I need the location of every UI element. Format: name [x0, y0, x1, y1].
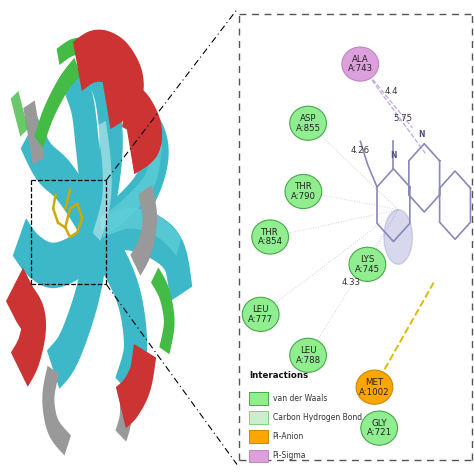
Text: MET
A:1002: MET A:1002 [359, 378, 390, 397]
Polygon shape [130, 185, 157, 276]
Polygon shape [13, 217, 102, 288]
Polygon shape [56, 38, 99, 65]
Polygon shape [34, 58, 80, 148]
Polygon shape [116, 344, 156, 428]
Ellipse shape [361, 411, 398, 445]
Text: ALA
A:743: ALA A:743 [347, 55, 373, 73]
Polygon shape [6, 268, 46, 387]
Text: LEU
A:788: LEU A:788 [295, 346, 321, 365]
Polygon shape [42, 365, 71, 456]
Text: N: N [419, 130, 425, 139]
FancyBboxPatch shape [249, 430, 268, 443]
Text: van der Waals: van der Waals [273, 394, 327, 403]
Polygon shape [116, 389, 132, 442]
Polygon shape [73, 30, 144, 129]
Text: GLY
A:721: GLY A:721 [366, 419, 392, 438]
FancyBboxPatch shape [249, 392, 268, 405]
Polygon shape [95, 205, 192, 301]
Text: LEU
A:777: LEU A:777 [248, 305, 273, 324]
Polygon shape [100, 208, 182, 255]
Text: LYS
A:745: LYS A:745 [355, 255, 380, 273]
Ellipse shape [285, 174, 322, 209]
Text: THR
A:790: THR A:790 [291, 182, 316, 201]
Text: Interactions: Interactions [249, 371, 308, 380]
Text: Carbon Hydrogen Bond: Carbon Hydrogen Bond [273, 413, 362, 422]
Polygon shape [10, 91, 28, 137]
Ellipse shape [252, 220, 289, 254]
Polygon shape [151, 267, 174, 355]
Polygon shape [100, 139, 162, 237]
Text: Pi-Anion: Pi-Anion [273, 432, 304, 441]
Text: 4.26: 4.26 [351, 146, 370, 155]
Ellipse shape [349, 247, 386, 282]
Polygon shape [86, 53, 123, 246]
Text: ASP
A:855: ASP A:855 [295, 114, 321, 133]
Text: N: N [390, 151, 397, 160]
Polygon shape [93, 121, 112, 241]
Polygon shape [47, 232, 108, 389]
Text: 4.33: 4.33 [341, 278, 360, 287]
Text: 4.4: 4.4 [384, 87, 398, 96]
Polygon shape [63, 63, 108, 241]
Ellipse shape [342, 47, 379, 81]
Ellipse shape [290, 106, 327, 140]
Ellipse shape [242, 297, 279, 331]
Polygon shape [21, 117, 105, 253]
Polygon shape [92, 108, 169, 258]
Ellipse shape [356, 370, 393, 404]
FancyBboxPatch shape [249, 411, 268, 424]
Polygon shape [122, 82, 162, 174]
Polygon shape [90, 219, 147, 400]
Ellipse shape [290, 338, 327, 373]
Text: THR
A:854: THR A:854 [257, 228, 283, 246]
Text: Pi-Sigma: Pi-Sigma [273, 451, 306, 460]
Text: 5.75: 5.75 [393, 114, 412, 123]
Circle shape [384, 210, 412, 264]
FancyBboxPatch shape [249, 449, 268, 462]
Polygon shape [23, 100, 45, 165]
